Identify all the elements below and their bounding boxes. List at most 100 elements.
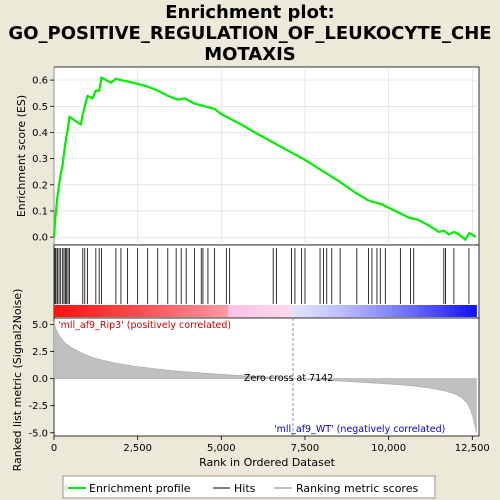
es-y-tick-label: 0.5 bbox=[32, 102, 48, 113]
color-bar-segment bbox=[354, 305, 361, 317]
color-bar-segment bbox=[428, 305, 435, 317]
color-bar-segment bbox=[244, 305, 250, 317]
color-bar-segment bbox=[54, 305, 60, 317]
hit-lines bbox=[54, 248, 470, 304]
color-bar-segment bbox=[201, 305, 208, 317]
x-tick-label: 7,500 bbox=[291, 443, 320, 454]
color-bar-segment bbox=[471, 305, 477, 317]
color-bar-segment bbox=[344, 305, 351, 317]
color-bar-segment bbox=[423, 305, 430, 317]
color-bar-segment bbox=[439, 305, 446, 317]
color-bar-segment bbox=[175, 305, 182, 317]
color-bar-segment bbox=[127, 305, 134, 317]
color-bar-segment bbox=[106, 305, 113, 317]
es-y-tick-label: 0.1 bbox=[32, 206, 48, 217]
color-bar-segment bbox=[270, 305, 277, 317]
ranking-metric-area bbox=[53, 321, 477, 433]
color-bar-segment bbox=[96, 305, 103, 317]
title-line-3: MOTAXIS bbox=[204, 44, 296, 65]
color-bar-segment bbox=[180, 305, 187, 317]
color-bar-segment bbox=[365, 305, 372, 317]
color-bar-segment bbox=[154, 305, 161, 317]
color-bar-segment bbox=[112, 305, 118, 317]
color-bar-segment bbox=[465, 305, 472, 317]
es-y-tick-label: 0.3 bbox=[32, 154, 48, 165]
color-bar-segment bbox=[333, 305, 340, 317]
title-line-1: Enrichment plot: bbox=[165, 2, 335, 23]
ranking-y-tick-label: -2.5 bbox=[28, 401, 48, 412]
color-bar-segment bbox=[101, 305, 108, 317]
color-bar-segment bbox=[207, 305, 213, 317]
neg-corr-label: 'mll_af9_WT' (negatively correlated) bbox=[274, 424, 445, 435]
color-bar-segment bbox=[133, 305, 140, 317]
color-bar-segment bbox=[381, 305, 388, 317]
rank-color-bar bbox=[54, 305, 477, 317]
es-grid bbox=[53, 67, 479, 245]
color-bar-segment bbox=[80, 305, 87, 317]
ranking-y-tick-label: 2.5 bbox=[32, 347, 48, 358]
color-bar-segment bbox=[376, 305, 382, 317]
x-tick-label: 0 bbox=[51, 443, 57, 454]
legend-box bbox=[62, 475, 436, 499]
color-bar-segment bbox=[164, 305, 171, 317]
color-bar-segment bbox=[265, 305, 272, 317]
color-bar-segment bbox=[254, 305, 261, 317]
x-axis-label: Rank in Ordered Dataset bbox=[199, 456, 336, 469]
color-bar-segment bbox=[397, 305, 404, 317]
color-bar-segment bbox=[418, 305, 425, 317]
color-bar-segment bbox=[238, 305, 245, 317]
color-bar-segment bbox=[455, 305, 462, 317]
legend-hits-label: Hits bbox=[234, 482, 256, 495]
color-bar-segment bbox=[170, 305, 177, 317]
ranking-metric-fill bbox=[53, 321, 477, 433]
color-bar-segment bbox=[64, 305, 71, 317]
color-bar-segment bbox=[85, 305, 92, 317]
color-bar-segment bbox=[59, 305, 66, 317]
color-bar-segment bbox=[149, 305, 155, 317]
enrichment-profile bbox=[52, 76, 477, 241]
color-bar-segment bbox=[196, 305, 203, 317]
color-bar-segment bbox=[312, 305, 319, 317]
color-bar-segment bbox=[360, 305, 367, 317]
ranking-y-tick-label: 0.0 bbox=[32, 374, 48, 385]
color-bar-segment bbox=[185, 305, 192, 317]
color-bar-segment bbox=[302, 305, 308, 317]
color-bar-segment bbox=[407, 305, 414, 317]
color-bar-segment bbox=[307, 305, 314, 317]
x-tick-label: 12,500 bbox=[455, 443, 490, 454]
es-y-tick-label: 0.4 bbox=[32, 128, 48, 139]
color-bar-segment bbox=[296, 305, 303, 317]
color-bar-segment bbox=[449, 305, 456, 317]
color-bar-segment bbox=[280, 305, 287, 317]
color-bar-segment bbox=[349, 305, 356, 317]
color-bar-segment bbox=[138, 305, 145, 317]
legend-ranking-label: Ranking metric scores bbox=[296, 482, 418, 495]
color-bar-segment bbox=[460, 305, 467, 317]
es-y-tick-label: 0.6 bbox=[32, 76, 48, 87]
ranking-y-tick-label: -5.0 bbox=[28, 428, 48, 439]
color-bar-segment bbox=[386, 305, 393, 317]
legend-enrichment-label: Enrichment profile bbox=[89, 482, 191, 495]
x-axis-ticks: 0 2,500 5,000 7,500 10,000 12,500 bbox=[51, 436, 490, 454]
color-bar-segment bbox=[143, 305, 150, 317]
x-tick-label: 5,000 bbox=[207, 443, 236, 454]
color-bar-segment bbox=[291, 305, 298, 317]
color-bar-segment bbox=[90, 305, 97, 317]
ranking-y-axis-label: Ranked list metric (Signal2Noise) bbox=[11, 289, 24, 472]
es-y-ticks: 0.0 0.1 0.2 0.3 0.4 0.5 0.6 bbox=[32, 76, 54, 244]
color-bar-segment bbox=[275, 305, 282, 317]
title-line-2: GO_POSITIVE_REGULATION_OF_LEUKOCYTE_CHE bbox=[8, 23, 492, 44]
color-bar-segment bbox=[402, 305, 409, 317]
color-bar-segment bbox=[222, 305, 229, 317]
color-bar-segment bbox=[444, 305, 451, 317]
color-bar-segment bbox=[317, 305, 324, 317]
color-bar-segment bbox=[69, 305, 76, 317]
color-bar-segment bbox=[323, 305, 330, 317]
color-bar-segment bbox=[75, 305, 81, 317]
color-bar-segment bbox=[228, 305, 235, 317]
color-bar-segment bbox=[391, 305, 398, 317]
enrichment-profile-line bbox=[52, 76, 477, 241]
color-bar-segment bbox=[259, 305, 266, 317]
color-bar-segment bbox=[370, 305, 377, 317]
